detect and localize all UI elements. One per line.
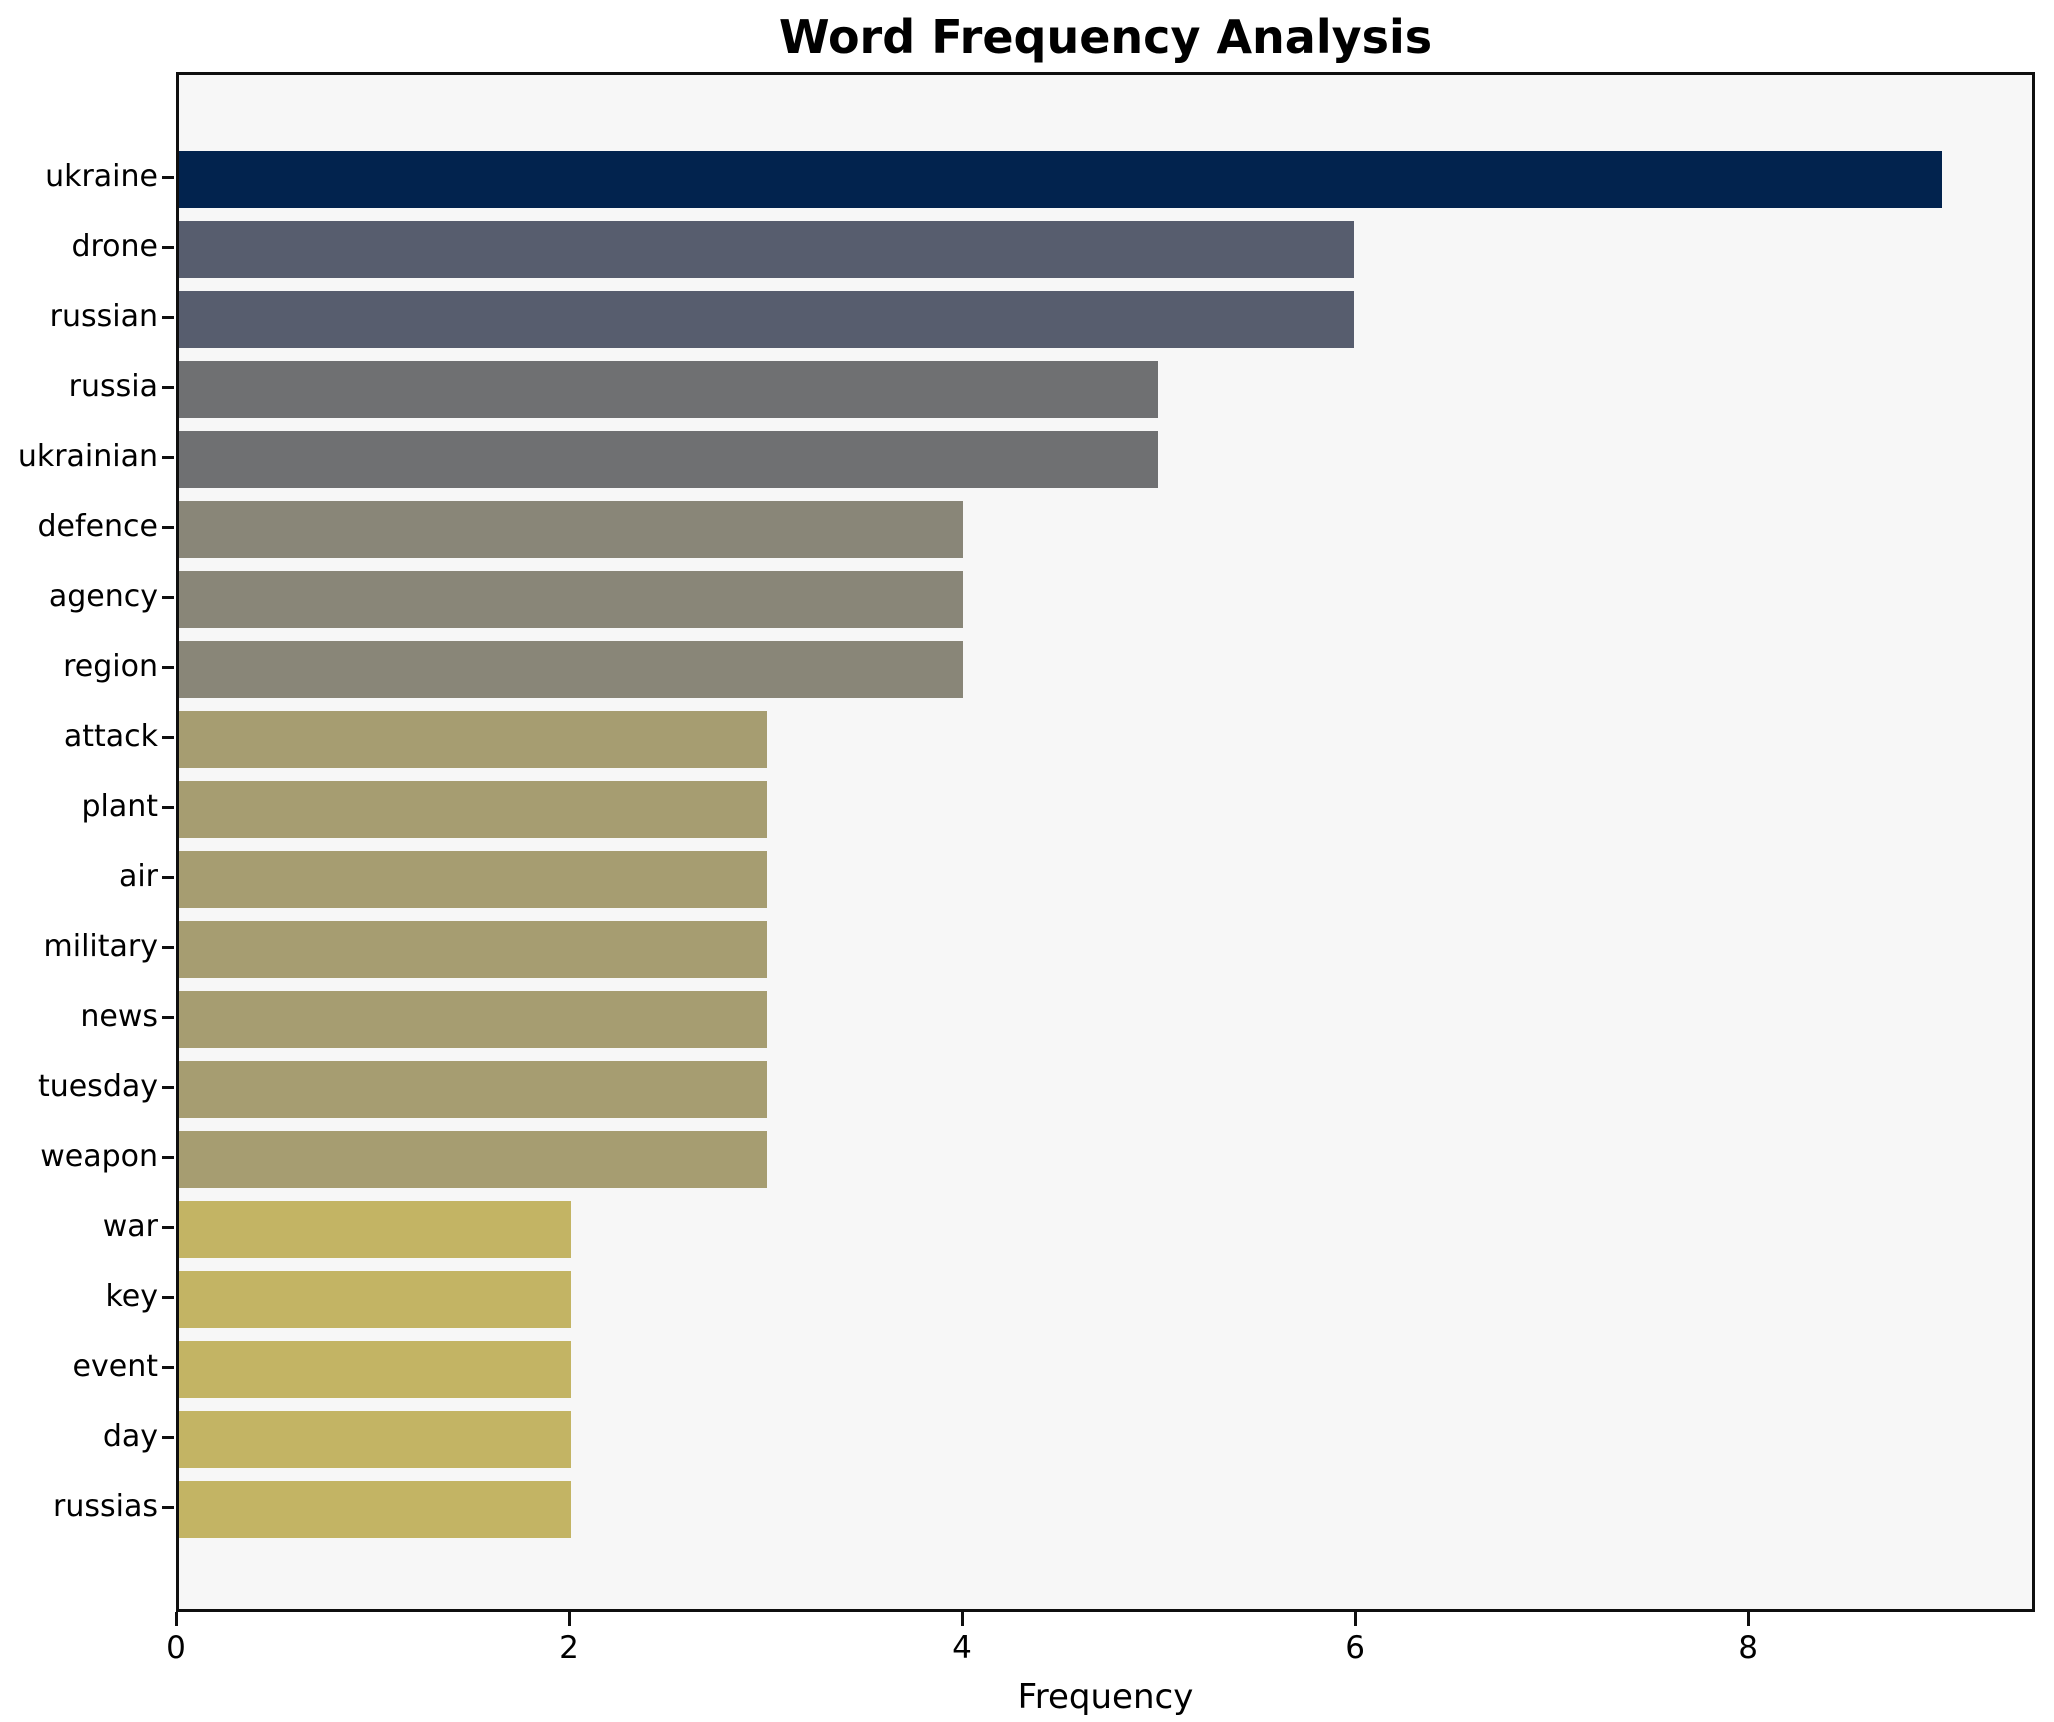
bar-tuesday — [179, 1061, 767, 1118]
bar-air — [179, 851, 767, 908]
y-tick-label-tuesday: tuesday — [37, 1069, 158, 1104]
bar-region — [179, 641, 963, 698]
y-tick-mark-russias — [162, 1506, 174, 1509]
y-tick-mark-news — [162, 1016, 174, 1019]
bar-row-weapon — [179, 1125, 2032, 1195]
bar-row-military — [179, 915, 2032, 985]
y-tick-mark-agency — [162, 596, 174, 599]
bar-row-attack — [179, 705, 2032, 775]
y-tick-mark-russia — [162, 386, 174, 389]
x-axis-label: Frequency — [1017, 1677, 1194, 1717]
y-tick-label-military: military — [43, 929, 158, 964]
x-tick-label-4: 4 — [952, 1630, 972, 1666]
y-tick-mark-day — [162, 1436, 174, 1439]
bar-row-tuesday — [179, 1055, 2032, 1125]
y-tick-mark-air — [162, 876, 174, 879]
x-tick-mark-0 — [175, 1612, 178, 1626]
y-tick-label-air: air — [118, 859, 158, 894]
y-tick-mark-military — [162, 946, 174, 949]
x-tick-label-8: 8 — [1738, 1630, 1758, 1666]
bar-row-russian — [179, 285, 2032, 355]
bar-row-region — [179, 635, 2032, 705]
y-tick-mark-key — [162, 1296, 174, 1299]
bar-row-plant — [179, 775, 2032, 845]
y-tick-mark-attack — [162, 736, 174, 739]
plot-area — [176, 72, 2035, 1612]
bar-news — [179, 991, 767, 1048]
y-tick-label-russias: russias — [53, 1489, 158, 1524]
y-tick-label-ukrainian: ukrainian — [17, 439, 158, 474]
bar-attack — [179, 711, 767, 768]
bar-military — [179, 921, 767, 978]
bar-row-event — [179, 1335, 2032, 1405]
y-tick-label-defence: defence — [37, 509, 158, 544]
bar-weapon — [179, 1131, 767, 1188]
bar-row-key — [179, 1265, 2032, 1335]
y-tick-mark-drone — [162, 246, 174, 249]
y-tick-mark-ukraine — [162, 176, 174, 179]
x-tick-label-0: 0 — [166, 1630, 186, 1666]
y-tick-label-key: key — [105, 1279, 158, 1314]
y-tick-label-russia: russia — [68, 369, 158, 404]
y-tick-label-news: news — [80, 999, 158, 1034]
y-tick-mark-region — [162, 666, 174, 669]
bar-key — [179, 1271, 571, 1328]
y-tick-mark-plant — [162, 806, 174, 809]
bar-russian — [179, 291, 1355, 348]
bar-row-russia — [179, 355, 2032, 425]
y-tick-label-agency: agency — [48, 579, 158, 614]
y-tick-label-attack: attack — [63, 719, 158, 754]
x-tick-mark-4 — [961, 1612, 965, 1626]
y-tick-label-war: war — [102, 1209, 158, 1244]
chart-title: Word Frequency Analysis — [778, 10, 1433, 64]
y-tick-label-drone: drone — [71, 229, 158, 264]
bar-row-ukraine — [179, 145, 2032, 215]
bar-row-day — [179, 1405, 2032, 1475]
bar-row-ukrainian — [179, 425, 2032, 495]
x-tick-mark-2 — [568, 1612, 572, 1626]
x-tick-label-2: 2 — [559, 1630, 579, 1666]
x-tick-mark-6 — [1354, 1612, 1358, 1626]
bar-russia — [179, 361, 1159, 418]
y-tick-mark-ukrainian — [162, 456, 174, 459]
x-tick-mark-8 — [1747, 1612, 1751, 1626]
x-tick-label-6: 6 — [1345, 1630, 1365, 1666]
bar-defence — [179, 501, 963, 558]
y-tick-label-plant: plant — [81, 789, 158, 824]
y-tick-label-ukraine: ukraine — [45, 159, 158, 194]
y-tick-mark-defence — [162, 526, 174, 529]
y-tick-label-day: day — [102, 1419, 158, 1454]
y-tick-mark-weapon — [162, 1156, 174, 1159]
bar-row-defence — [179, 495, 2032, 565]
y-tick-label-russian: russian — [49, 299, 158, 334]
bar-day — [179, 1411, 571, 1468]
y-tick-label-event: event — [72, 1349, 158, 1384]
bar-row-drone — [179, 215, 2032, 285]
y-tick-mark-russian — [162, 316, 174, 319]
bar-row-news — [179, 985, 2032, 1055]
bar-event — [179, 1341, 571, 1398]
bars-container — [179, 145, 2032, 1545]
bar-ukrainian — [179, 431, 1159, 488]
y-tick-label-weapon: weapon — [40, 1139, 158, 1174]
bar-ukraine — [179, 151, 1942, 208]
bar-row-russias — [179, 1475, 2032, 1545]
bar-row-war — [179, 1195, 2032, 1265]
bar-russias — [179, 1481, 571, 1538]
bar-plant — [179, 781, 767, 838]
y-tick-label-region: region — [63, 649, 158, 684]
bar-drone — [179, 221, 1355, 278]
bar-agency — [179, 571, 963, 628]
bar-war — [179, 1201, 571, 1258]
y-tick-mark-war — [162, 1226, 174, 1229]
bar-row-agency — [179, 565, 2032, 635]
y-tick-mark-tuesday — [162, 1086, 174, 1089]
bar-row-air — [179, 845, 2032, 915]
y-tick-mark-event — [162, 1366, 174, 1369]
